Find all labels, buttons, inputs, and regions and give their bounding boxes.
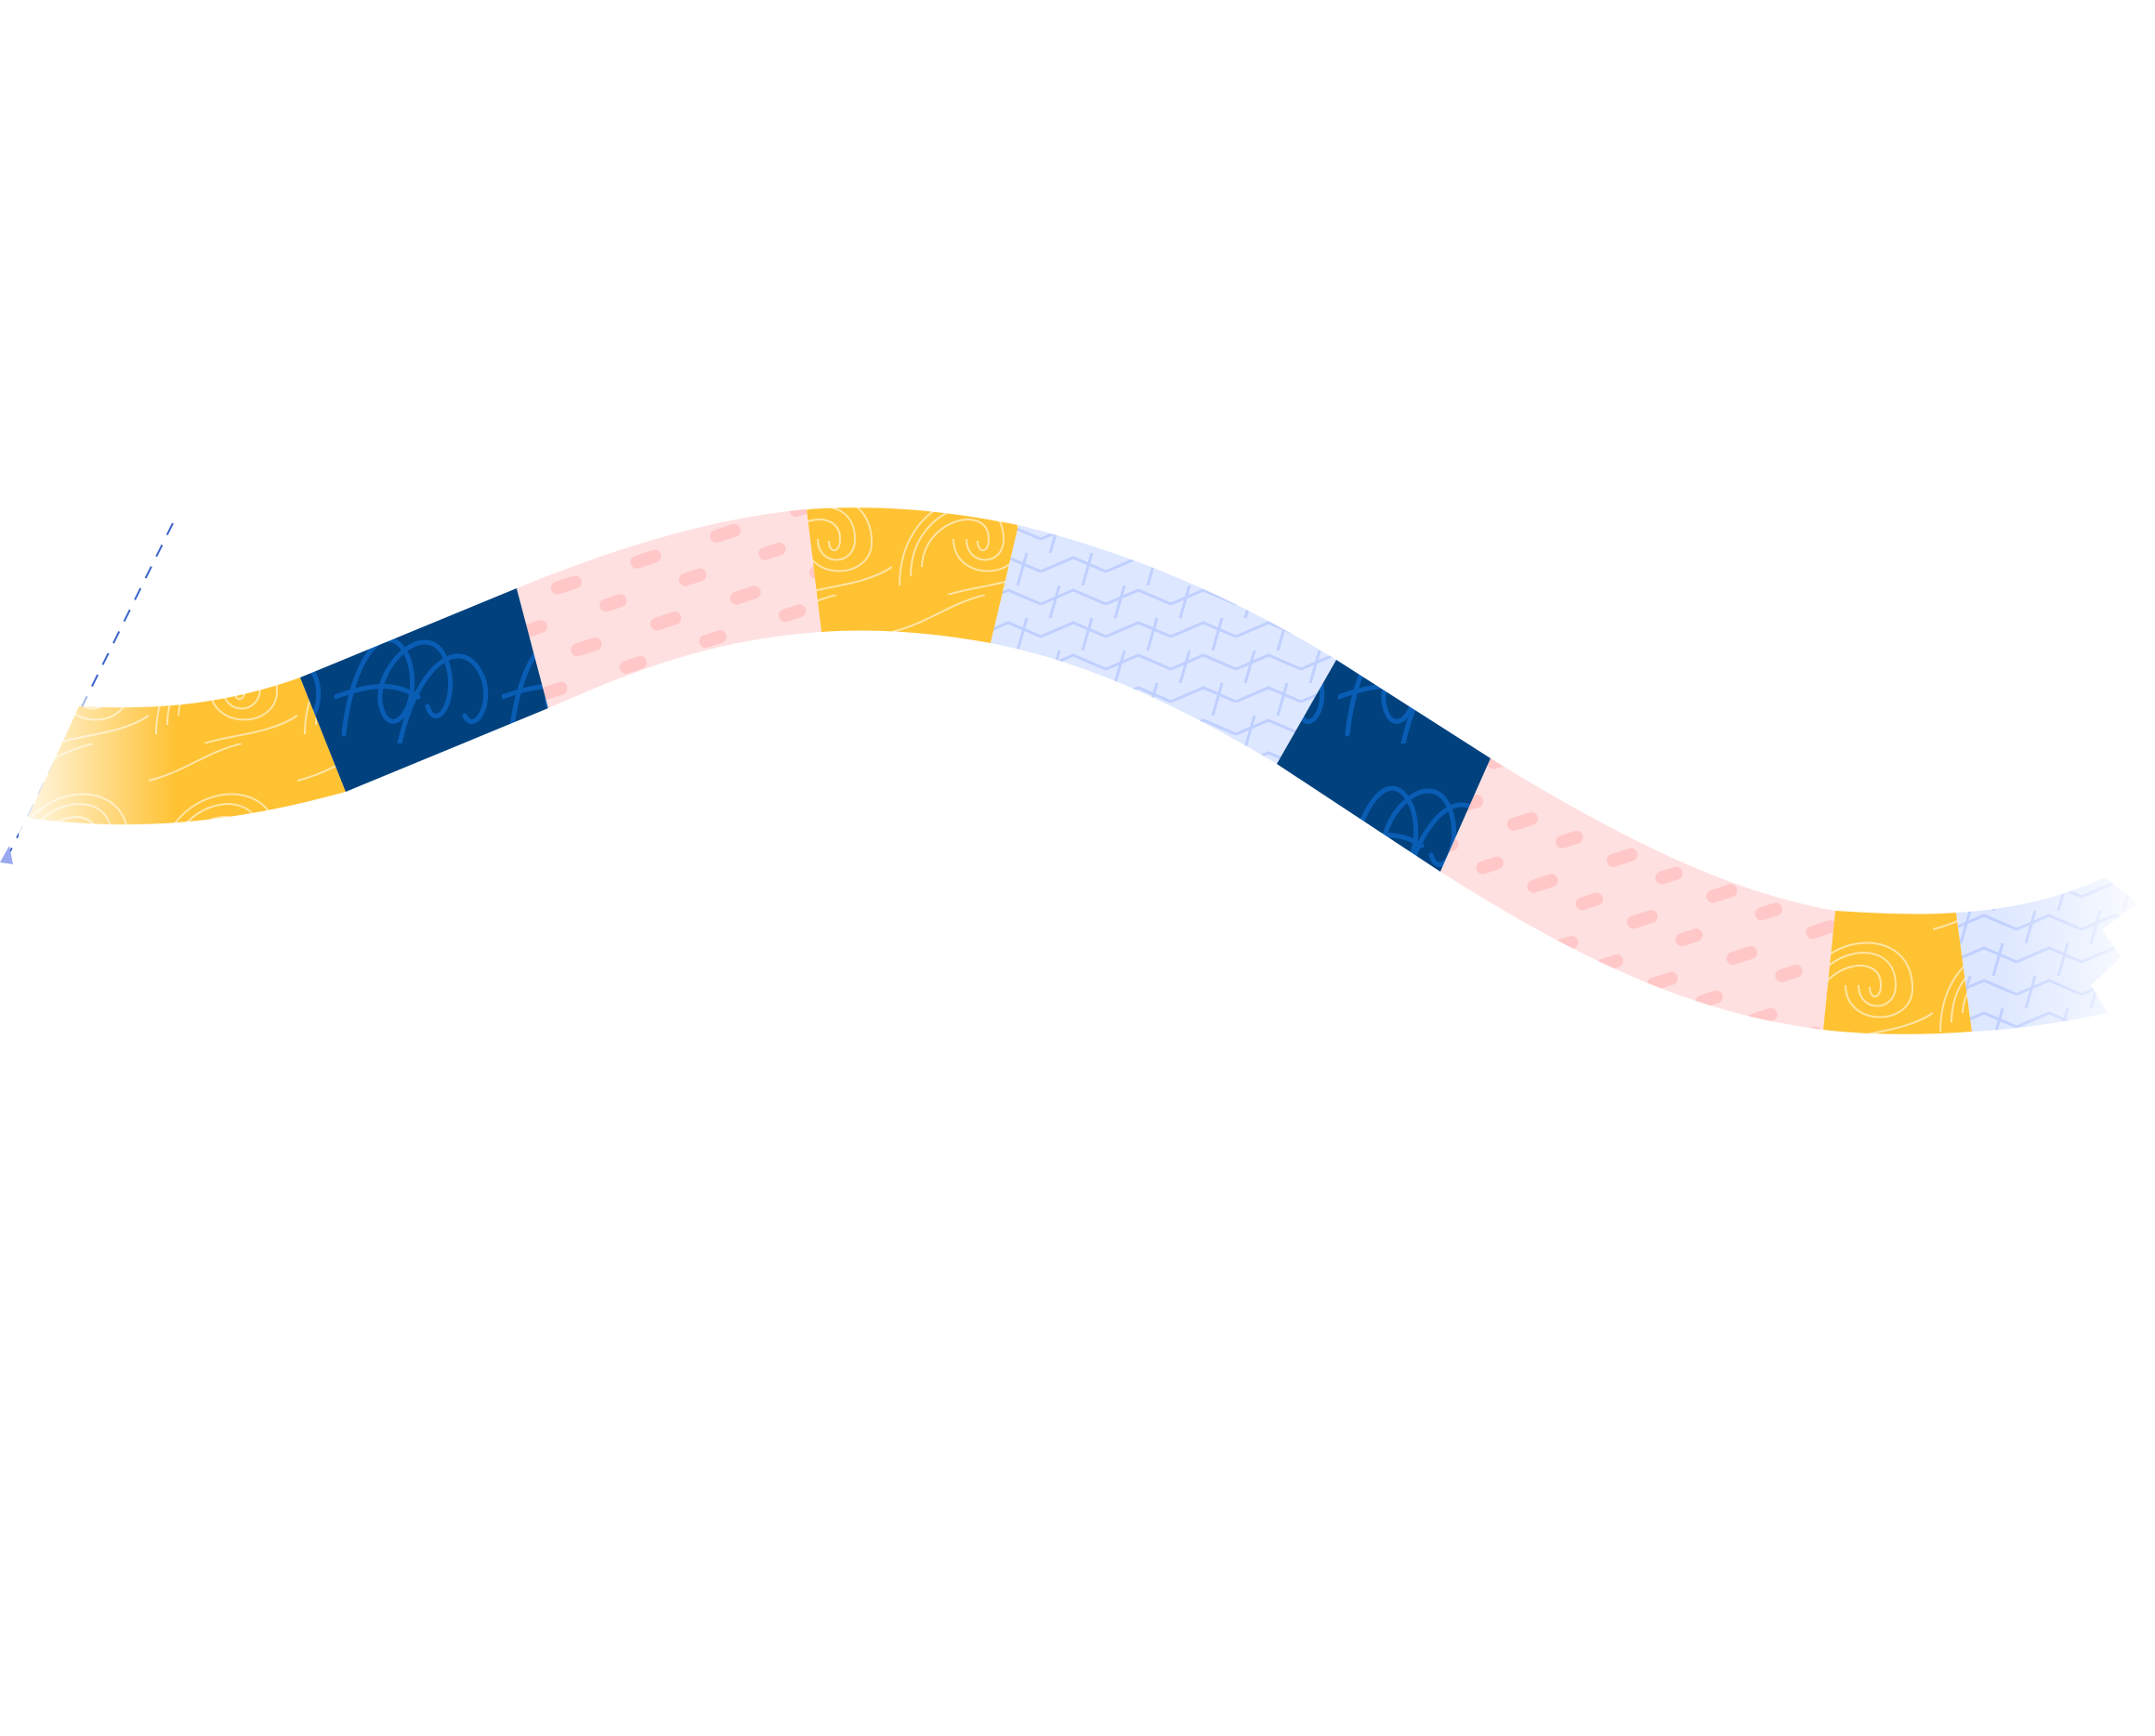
segment-navy-scribble-2	[1277, 660, 1491, 872]
left-fade-overlay	[19, 688, 177, 846]
segment-navy-scribble-1	[300, 588, 548, 792]
triangle-marker-icon	[0, 846, 13, 864]
right-fade-overlay	[1998, 864, 2155, 1050]
segment-yellow-swirl-3	[1823, 911, 1972, 1034]
segment-pink-dashes-1	[517, 509, 821, 708]
segment-lavender-chevron-1	[991, 525, 1336, 764]
wavy-ribbon	[28, 507, 2137, 1034]
segment-yellow-swirl-2	[807, 507, 1018, 643]
segment-pink-dashes-2	[1440, 758, 1835, 1030]
dashed-guide-line	[0, 522, 174, 864]
